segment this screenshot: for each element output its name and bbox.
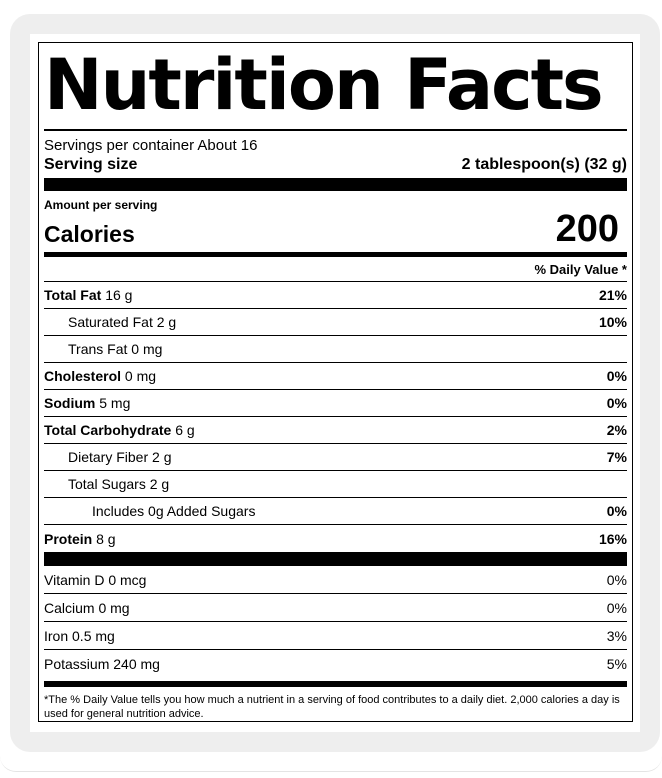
vitamin-row: Calcium 0 mg 0%	[44, 594, 627, 622]
nutrient-name: Cholesterol	[44, 368, 122, 384]
label-title: Nutrition Facts	[44, 44, 604, 126]
thick-divider	[44, 552, 627, 566]
nutrient-amount: 8 g	[96, 530, 116, 547]
nutrient-label: Saturated Fat 2 g	[44, 314, 176, 330]
vitamin-daily-value: 5%	[606, 656, 627, 672]
nutrient-label: Dietary Fiber 2 g	[44, 449, 171, 465]
nutrient-name: Dietary Fiber 2 g	[68, 449, 172, 465]
vitamin-row: Potassium 240 mg 5%	[44, 650, 627, 678]
nutrient-label: Sodium 5 mg	[44, 395, 130, 411]
nutrient-daily-value: 10%	[598, 314, 627, 330]
nutrient-label: Cholesterol 0 mg	[44, 368, 156, 384]
nutrient-name: Total Carbohydrate	[44, 422, 172, 438]
nutrient-label: Trans Fat 0 mg	[44, 341, 162, 357]
nutrient-row: Cholesterol 0 mg 0%	[44, 363, 627, 390]
vitamin-daily-value: 0%	[606, 571, 627, 588]
serving-size-row: Serving size 2 tablespoon(s) (32 g)	[44, 154, 627, 176]
vitamin-name: Iron 0.5 mg	[44, 627, 115, 644]
nutrient-label: Total Fat 16 g	[44, 287, 132, 303]
nutrient-amount: 5 mg	[99, 395, 131, 411]
nutrient-list: Total Fat 16 g 21% Saturated Fat 2 g 10% Tra…	[44, 282, 627, 552]
nutrient-daily-value: 0%	[606, 368, 627, 384]
nutrient-label: Total Sugars 2 g	[44, 476, 169, 492]
nutrient-daily-value: 2%	[606, 422, 627, 438]
amount-per-serving: Amount per serving	[44, 198, 158, 212]
medium-divider	[44, 252, 627, 257]
medium-divider	[44, 681, 627, 687]
vitamin-daily-value: 3%	[606, 627, 627, 644]
servings-per-container: Servings per container About 16	[44, 137, 258, 154]
nutrient-daily-value: 0%	[606, 395, 627, 411]
daily-value-header: % Daily Value *	[44, 257, 627, 282]
calories-row: Calories 200	[44, 208, 627, 252]
calories-value: 200	[555, 208, 619, 250]
calories-label: Calories	[44, 221, 135, 247]
nutrient-row: Total Fat 16 g 21%	[44, 282, 627, 309]
nutrient-amount: 0 mg	[124, 368, 157, 384]
serving-size-label: Serving size	[44, 156, 138, 173]
nutrient-amount: 16 g	[105, 287, 133, 303]
nutrient-name: Includes 0g Added Sugars	[92, 503, 256, 519]
nutrient-name: Sodium	[44, 395, 96, 411]
nutrient-daily-value: 16%	[598, 530, 627, 547]
vitamin-name: Vitamin D 0 mcg	[44, 571, 147, 588]
vitamin-row: Vitamin D 0 mcg 0%	[44, 566, 627, 594]
nutrient-name: Trans Fat 0 mg	[68, 341, 163, 357]
nutrition-label: Nutrition Facts Servings per container A…	[38, 42, 633, 722]
nutrient-label: Includes 0g Added Sugars	[44, 503, 255, 519]
nutrient-row: Total Carbohydrate 6 g 2%	[44, 417, 627, 444]
footnote: *The % Daily Value tells you how much a …	[44, 694, 620, 720]
nutrient-amount: 6 g	[175, 422, 195, 438]
nutrient-row: Total Sugars 2 g	[44, 471, 627, 498]
thick-divider	[44, 178, 627, 191]
nutrient-row: Saturated Fat 2 g 10%	[44, 309, 627, 336]
nutrient-daily-value: 21%	[598, 287, 627, 303]
nutrient-name: Total Sugars 2 g	[68, 476, 170, 492]
vitamin-name: Calcium 0 mg	[44, 599, 130, 616]
nutrient-daily-value: 7%	[606, 449, 627, 465]
vitamin-name: Potassium 240 mg	[44, 656, 160, 672]
nutrient-row: Trans Fat 0 mg	[44, 336, 627, 363]
nutrient-row: Sodium 5 mg 0%	[44, 390, 627, 417]
divider	[44, 129, 627, 131]
nutrient-label: Protein 8 g	[44, 531, 116, 547]
paper	[30, 34, 640, 732]
nutrient-name: Saturated Fat 2 g	[68, 314, 177, 330]
nutrient-label: Total Carbohydrate 6 g	[44, 422, 195, 438]
nutrient-row: Protein 8 g 16%	[44, 525, 627, 552]
nutrient-daily-value: 0%	[606, 503, 627, 519]
nutrient-row: Includes 0g Added Sugars 0%	[44, 498, 627, 525]
vitamin-daily-value: 0%	[606, 599, 627, 616]
daily-value-header-text: % Daily Value *	[534, 261, 628, 277]
vitamin-list: Vitamin D 0 mcg 0% Calcium 0 mg 0% Iron 0.5 …	[44, 566, 627, 678]
vitamin-row: Iron 0.5 mg 3%	[44, 622, 627, 650]
nutrient-name: Total Fat	[44, 287, 102, 303]
nutrient-row: Dietary Fiber 2 g 7%	[44, 444, 627, 471]
serving-size-value: 2 tablespoon(s) (32 g)	[461, 156, 627, 173]
nutrient-name: Protein	[44, 530, 93, 547]
